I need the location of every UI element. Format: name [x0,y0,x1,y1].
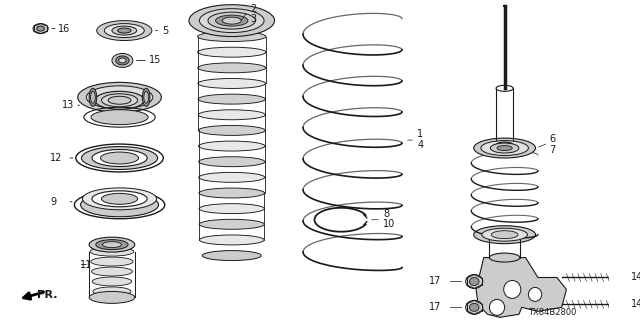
Ellipse shape [199,204,264,214]
Ellipse shape [200,235,264,245]
Text: 12: 12 [50,153,63,163]
Ellipse shape [92,267,132,276]
Ellipse shape [86,86,153,109]
Ellipse shape [116,56,129,65]
Text: 3: 3 [250,14,256,24]
Ellipse shape [102,242,122,248]
Ellipse shape [222,17,241,24]
Ellipse shape [200,9,264,33]
Ellipse shape [118,58,126,63]
Ellipse shape [81,193,159,217]
Text: 17: 17 [429,302,441,312]
Ellipse shape [470,277,479,285]
Ellipse shape [92,191,147,207]
Ellipse shape [97,20,152,41]
Text: FR.: FR. [37,291,58,300]
Text: 7: 7 [549,145,556,155]
Ellipse shape [482,228,527,241]
Ellipse shape [91,257,133,266]
Ellipse shape [118,28,131,33]
Ellipse shape [497,146,512,150]
Ellipse shape [466,300,483,314]
Text: 8: 8 [383,209,389,219]
Circle shape [529,287,541,301]
Text: 13: 13 [61,100,74,110]
Ellipse shape [96,240,128,250]
Ellipse shape [95,91,144,109]
Ellipse shape [490,253,520,262]
Ellipse shape [189,5,275,36]
Text: 4: 4 [417,140,423,150]
Ellipse shape [198,110,265,120]
Text: 14: 14 [631,273,640,283]
Text: 17: 17 [429,276,441,286]
Ellipse shape [144,91,148,103]
Ellipse shape [492,231,518,239]
Ellipse shape [198,157,265,167]
Bar [609,300,619,309]
Ellipse shape [142,88,150,106]
Text: 10: 10 [383,219,395,229]
Ellipse shape [199,219,264,229]
Ellipse shape [108,96,131,104]
Ellipse shape [496,85,513,91]
Ellipse shape [470,303,479,311]
Ellipse shape [77,82,161,112]
Ellipse shape [91,110,148,125]
Ellipse shape [93,287,131,296]
Ellipse shape [208,12,255,29]
Ellipse shape [102,193,138,204]
Text: 14: 14 [631,300,640,309]
Ellipse shape [112,53,133,68]
Ellipse shape [466,275,483,288]
Bar [609,273,619,283]
Ellipse shape [202,251,261,260]
Ellipse shape [90,247,134,256]
Ellipse shape [496,142,513,148]
Ellipse shape [100,152,139,164]
Ellipse shape [89,88,97,106]
Ellipse shape [198,125,265,135]
Text: 16: 16 [58,24,70,34]
Ellipse shape [33,24,48,34]
Ellipse shape [102,94,138,107]
Ellipse shape [198,63,266,73]
Text: 1: 1 [417,129,423,139]
Ellipse shape [198,94,266,104]
Ellipse shape [474,138,536,158]
Ellipse shape [216,15,248,26]
Ellipse shape [112,26,137,35]
Ellipse shape [89,292,135,303]
Ellipse shape [92,277,132,286]
Ellipse shape [199,172,265,182]
Circle shape [504,280,521,298]
Ellipse shape [198,78,266,88]
Ellipse shape [89,237,135,252]
Text: 11: 11 [79,260,92,269]
Circle shape [490,300,504,315]
Ellipse shape [198,47,266,57]
Ellipse shape [37,26,44,31]
Text: 6: 6 [549,134,556,144]
Text: 9: 9 [50,197,56,207]
Ellipse shape [92,149,147,166]
Ellipse shape [474,226,536,244]
Text: 15: 15 [149,55,161,65]
Ellipse shape [83,188,157,210]
Ellipse shape [81,147,157,170]
Ellipse shape [104,24,144,37]
Text: TX84B2800: TX84B2800 [529,308,577,317]
Ellipse shape [90,91,95,103]
Text: 2: 2 [250,4,256,14]
Polygon shape [476,258,566,317]
Ellipse shape [198,32,266,42]
Text: 5: 5 [163,26,168,36]
Ellipse shape [198,141,265,151]
Ellipse shape [199,188,264,198]
Ellipse shape [490,143,519,153]
Ellipse shape [481,140,529,156]
